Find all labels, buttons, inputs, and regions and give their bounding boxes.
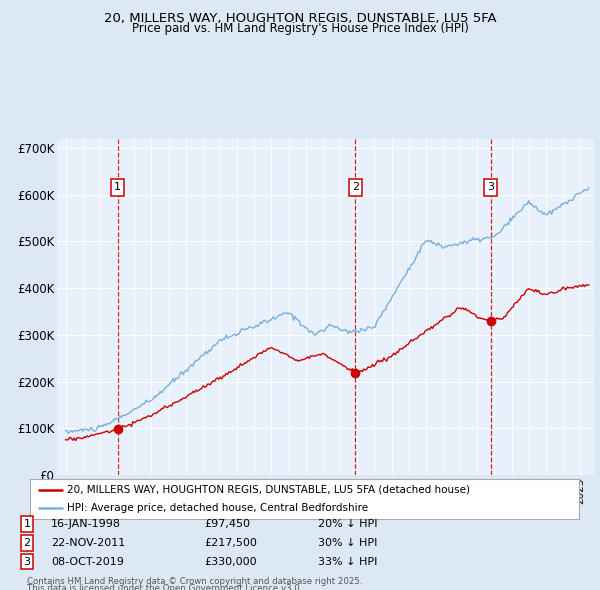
Text: Price paid vs. HM Land Registry's House Price Index (HPI): Price paid vs. HM Land Registry's House … xyxy=(131,22,469,35)
Text: £330,000: £330,000 xyxy=(204,557,257,566)
Text: 3: 3 xyxy=(23,557,31,566)
Text: 20, MILLERS WAY, HOUGHTON REGIS, DUNSTABLE, LU5 5FA (detached house): 20, MILLERS WAY, HOUGHTON REGIS, DUNSTAB… xyxy=(67,485,470,495)
Text: 20, MILLERS WAY, HOUGHTON REGIS, DUNSTABLE, LU5 5FA: 20, MILLERS WAY, HOUGHTON REGIS, DUNSTAB… xyxy=(104,12,496,25)
Text: 08-OCT-2019: 08-OCT-2019 xyxy=(51,557,124,566)
Text: £217,500: £217,500 xyxy=(204,538,257,548)
Text: 22-NOV-2011: 22-NOV-2011 xyxy=(51,538,125,548)
Text: 30% ↓ HPI: 30% ↓ HPI xyxy=(318,538,377,548)
Text: 20% ↓ HPI: 20% ↓ HPI xyxy=(318,519,377,529)
Text: 2: 2 xyxy=(352,182,359,192)
Text: 33% ↓ HPI: 33% ↓ HPI xyxy=(318,557,377,566)
Text: HPI: Average price, detached house, Central Bedfordshire: HPI: Average price, detached house, Cent… xyxy=(67,503,368,513)
Text: This data is licensed under the Open Government Licence v3.0.: This data is licensed under the Open Gov… xyxy=(27,584,302,590)
Text: £97,450: £97,450 xyxy=(204,519,250,529)
Text: 1: 1 xyxy=(23,519,31,529)
Text: 3: 3 xyxy=(487,182,494,192)
Text: Contains HM Land Registry data © Crown copyright and database right 2025.: Contains HM Land Registry data © Crown c… xyxy=(27,577,362,586)
Text: 2: 2 xyxy=(23,538,31,548)
Text: 1: 1 xyxy=(114,182,121,192)
Text: 16-JAN-1998: 16-JAN-1998 xyxy=(51,519,121,529)
